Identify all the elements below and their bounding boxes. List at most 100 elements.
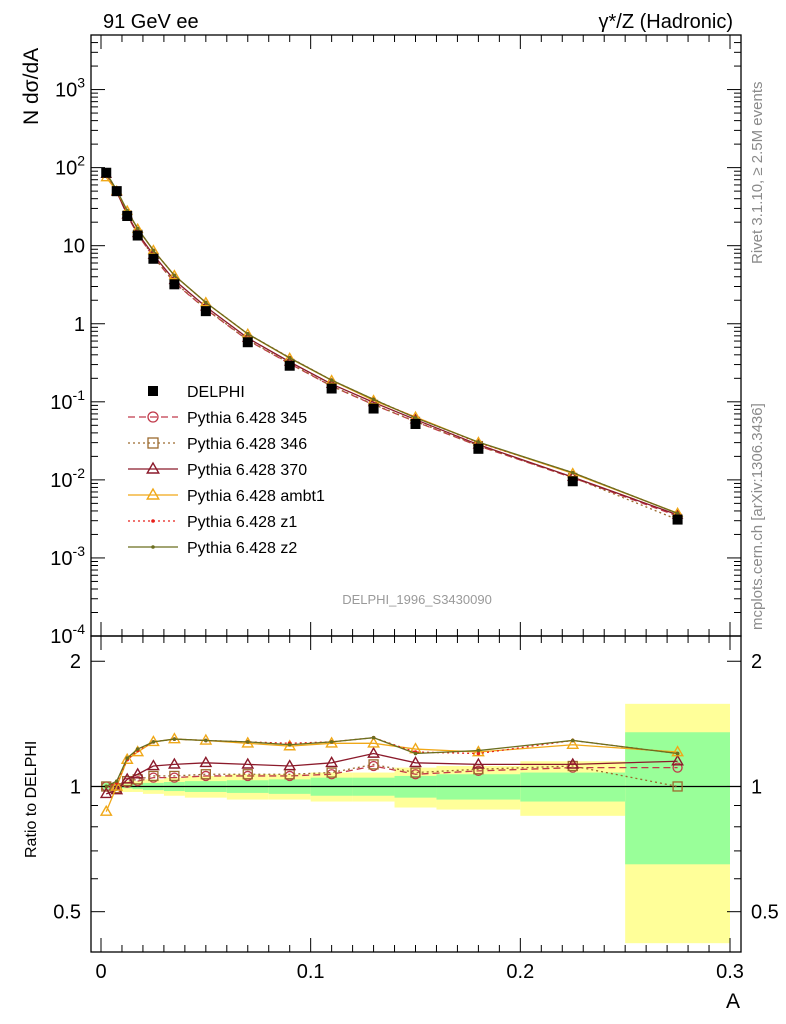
title-left: 91 GeV ee	[103, 11, 199, 33]
ratio-y-tick-label: 0.5	[53, 902, 81, 924]
legend-label: Pythia 6.428 z1	[187, 514, 297, 531]
ratio-point	[200, 769, 211, 780]
ratio-point	[120, 772, 134, 784]
y-tick-label: 102	[55, 153, 85, 180]
ratio-point	[675, 751, 680, 756]
legend-marker	[148, 386, 158, 396]
uncertainty-bands	[101, 703, 730, 944]
mc-point	[151, 248, 156, 253]
ratio-point	[287, 742, 292, 747]
y-tick-label: 10	[63, 236, 85, 258]
ratio-point	[167, 732, 181, 744]
upper-y-axis-label: N dσ/dA	[20, 48, 43, 125]
legend	[128, 386, 178, 549]
x-axis-label: A	[726, 990, 740, 1013]
legend-marker	[151, 545, 155, 549]
mc-point	[570, 470, 575, 475]
ratio-y-tick-label: 1	[751, 776, 762, 798]
ratio-point	[476, 751, 481, 756]
ratio-point	[99, 804, 113, 816]
ratio-point	[566, 757, 580, 769]
ratio-point	[245, 740, 250, 744]
legend-marker	[147, 411, 159, 423]
data-point	[368, 403, 379, 414]
ratio-point	[368, 759, 379, 770]
mc-point	[476, 440, 481, 444]
mc-point	[204, 300, 208, 305]
legend-marker	[147, 437, 159, 449]
data-point	[410, 418, 421, 429]
legend-label: DELPHI	[187, 384, 245, 401]
mc-point	[147, 244, 160, 255]
ratio-point	[110, 779, 124, 791]
ratio-point	[99, 787, 113, 799]
ratio-point	[104, 784, 109, 789]
ratio-point	[199, 755, 213, 768]
mc-point	[245, 332, 250, 336]
mc-point	[172, 273, 177, 278]
data-point	[148, 253, 159, 264]
ratio-curves	[91, 732, 741, 816]
x-tick-label: 0	[95, 961, 106, 983]
ratio-point	[283, 739, 297, 751]
ratio-point	[110, 783, 124, 795]
ratio-point	[671, 745, 684, 757]
mc-point	[675, 511, 680, 516]
axis-ticks: 10-4 10-3 10-2 10-1 1 10 102 103 0.5 0.5 1 1 2 2 0 0.1 0…	[50, 34, 779, 983]
ratio-point	[367, 746, 380, 758]
ratio-point	[326, 767, 337, 778]
x-tick-label: 0.3	[716, 961, 744, 983]
mc-point	[135, 226, 140, 231]
ratio-curve	[106, 752, 678, 795]
legend-label: Pythia 6.428 346	[187, 436, 307, 453]
ratio-point	[329, 740, 334, 744]
upper-curves	[100, 167, 684, 525]
ratio-point	[169, 770, 180, 782]
legend-label: Pythia 6.428 ambt1	[187, 488, 325, 505]
data-point	[242, 337, 253, 348]
ratio-point	[672, 762, 683, 773]
ratio-point	[671, 754, 684, 766]
data-point	[200, 306, 211, 317]
mc-point	[371, 397, 376, 402]
ratio-y-tick-label: 0.5	[751, 902, 779, 924]
ratio-y-tick-label: 2	[70, 651, 81, 673]
legend-label: Pythia 6.428 345	[187, 410, 307, 427]
x-tick-label: 0.2	[506, 961, 534, 983]
ratio-point	[410, 767, 421, 778]
legend-marker	[146, 461, 160, 474]
ratio-point	[135, 747, 140, 751]
ratio-point	[204, 738, 208, 743]
ratio-point	[114, 779, 119, 783]
y-tick-label: 10-1	[50, 387, 85, 414]
ratio-point	[120, 752, 134, 764]
ratio-point	[566, 737, 580, 750]
ratio-point	[371, 735, 376, 740]
ratio-point	[409, 755, 422, 768]
ratio-point	[241, 757, 255, 769]
ratio-point	[570, 738, 575, 743]
y-tick-label: 103	[55, 75, 85, 102]
analysis-watermark: DELPHI_1996_S3430090	[342, 592, 492, 607]
ratio-point	[413, 751, 418, 756]
ratio-point	[125, 756, 130, 760]
ratio-point	[283, 759, 297, 771]
legend-label: Pythia 6.428 370	[187, 462, 307, 479]
legend-marker	[151, 519, 155, 523]
y-tick-label: 10-4	[50, 621, 85, 648]
ratio-point	[151, 740, 156, 744]
ratio-point	[672, 781, 683, 792]
ratio-point	[367, 736, 380, 748]
data-point	[101, 167, 112, 178]
ratio-point	[131, 767, 145, 779]
ratio-point	[167, 757, 181, 769]
mc-point	[200, 296, 212, 307]
title-right: γ*/Z (Hadronic)	[599, 11, 733, 33]
mc-point	[168, 269, 181, 280]
rivet-version-text: Rivet 3.1.10, ≥ 2.5M events	[749, 82, 766, 265]
ratio-curve	[106, 737, 678, 788]
mcplots-text: mcplots.cern.ch [arXiv:1306.3436]	[749, 403, 766, 630]
mc-point	[413, 416, 418, 420]
legend-marker	[146, 487, 160, 500]
